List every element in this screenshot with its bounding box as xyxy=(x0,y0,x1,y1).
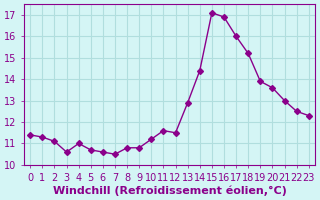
X-axis label: Windchill (Refroidissement éolien,°C): Windchill (Refroidissement éolien,°C) xyxy=(52,185,286,196)
